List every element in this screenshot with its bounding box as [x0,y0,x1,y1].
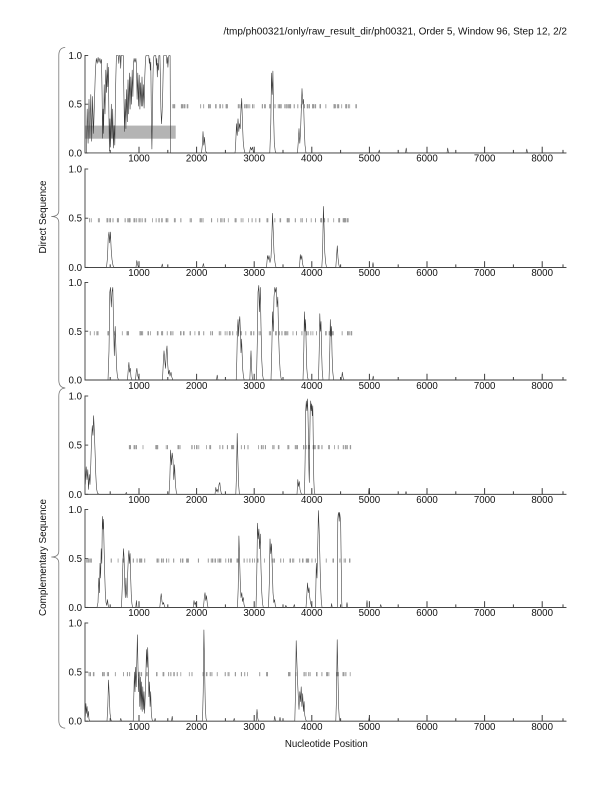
svg-text:0.0: 0.0 [69,603,83,614]
svg-text:5000: 5000 [359,154,381,165]
svg-text:7000: 7000 [474,381,496,392]
svg-text:2000: 2000 [186,608,208,619]
svg-text:0.5: 0.5 [69,327,82,338]
svg-text:2000: 2000 [186,495,208,506]
svg-text:0.0: 0.0 [69,490,83,501]
svg-text:8000: 8000 [531,381,553,392]
svg-text:0.5: 0.5 [69,668,82,679]
svg-text:0.5: 0.5 [69,441,82,452]
svg-text:3000: 3000 [243,722,265,733]
svg-text:5000: 5000 [359,381,381,392]
svg-text:5000: 5000 [359,608,381,619]
svg-text:4000: 4000 [301,722,323,733]
svg-text:6000: 6000 [416,722,438,733]
svg-text:1000: 1000 [128,381,150,392]
svg-text:8000: 8000 [531,495,553,506]
svg-text:5000: 5000 [359,722,381,733]
svg-text:0.5: 0.5 [69,100,82,111]
svg-text:3000: 3000 [243,381,265,392]
svg-text:1.0: 1.0 [69,619,83,630]
svg-text:0.0: 0.0 [69,263,83,274]
svg-text:8000: 8000 [531,608,553,619]
svg-text:2000: 2000 [186,268,208,279]
svg-text:2000: 2000 [186,154,208,165]
svg-text:8000: 8000 [531,722,553,733]
svg-text:2000: 2000 [186,381,208,392]
svg-text:6000: 6000 [416,381,438,392]
svg-text:1.0: 1.0 [69,505,83,516]
svg-text:1000: 1000 [128,608,150,619]
svg-text:0.0: 0.0 [69,376,83,387]
svg-text:3000: 3000 [243,608,265,619]
svg-text:1000: 1000 [128,154,150,165]
svg-text:7000: 7000 [474,608,496,619]
svg-text:4000: 4000 [301,154,323,165]
svg-text:6000: 6000 [416,154,438,165]
svg-text:4000: 4000 [301,495,323,506]
svg-text:6000: 6000 [416,608,438,619]
svg-text:0.0: 0.0 [69,717,83,728]
svg-text:7000: 7000 [474,495,496,506]
svg-text:4000: 4000 [301,608,323,619]
svg-text:3000: 3000 [243,268,265,279]
svg-text:/tmp/ph00321/only/raw_result_d: /tmp/ph00321/only/raw_result_dir/ph00321… [223,26,567,37]
svg-text:4000: 4000 [301,268,323,279]
svg-text:7000: 7000 [474,154,496,165]
svg-text:1000: 1000 [128,722,150,733]
svg-text:1.0: 1.0 [69,51,83,62]
svg-text:4000: 4000 [301,381,323,392]
svg-text:1.0: 1.0 [69,392,83,403]
svg-text:1000: 1000 [128,495,150,506]
svg-text:0.5: 0.5 [69,554,82,565]
svg-text:0.0: 0.0 [69,148,83,159]
svg-text:8000: 8000 [531,268,553,279]
svg-text:Direct Sequence: Direct Sequence [38,180,49,254]
svg-text:6000: 6000 [416,495,438,506]
svg-text:1000: 1000 [128,268,150,279]
svg-text:7000: 7000 [474,722,496,733]
svg-text:6000: 6000 [416,268,438,279]
svg-text:2000: 2000 [186,722,208,733]
svg-text:5000: 5000 [359,495,381,506]
svg-text:3000: 3000 [243,154,265,165]
svg-text:Nucleotide Position: Nucleotide Position [285,739,368,750]
svg-text:0.5: 0.5 [69,214,82,225]
svg-text:1.0: 1.0 [69,165,83,176]
svg-text:5000: 5000 [359,268,381,279]
svg-text:Complementary Sequence: Complementary Sequence [38,499,49,616]
svg-text:8000: 8000 [531,154,553,165]
svg-text:7000: 7000 [474,268,496,279]
svg-text:3000: 3000 [243,495,265,506]
svg-text:1.0: 1.0 [69,278,83,289]
